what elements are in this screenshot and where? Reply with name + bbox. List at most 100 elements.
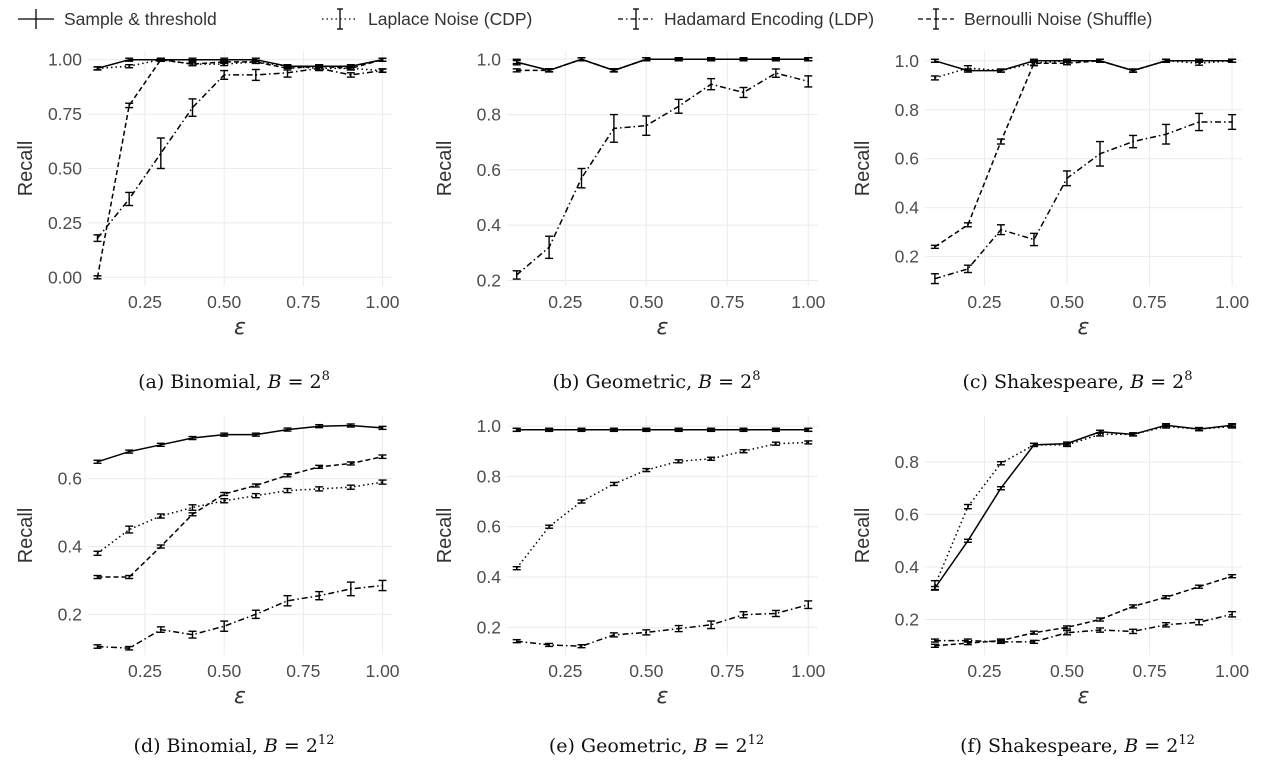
data-point <box>515 567 518 570</box>
y-tick-label: 0.6 <box>477 517 501 537</box>
error-bar <box>125 191 134 207</box>
data-point <box>96 67 99 70</box>
error-bar <box>1096 432 1105 437</box>
y-tick-label: 0.4 <box>895 198 920 218</box>
error-bar <box>512 68 521 73</box>
error-bar <box>346 72 355 78</box>
data-point <box>515 274 518 276</box>
error-bar <box>1062 61 1071 66</box>
legend-item: Hadamard Encoding (LDP) <box>618 8 874 30</box>
error-bar <box>378 57 387 62</box>
data-point <box>515 61 518 63</box>
error-bar <box>577 167 586 189</box>
data-point <box>350 588 352 590</box>
error-bar <box>577 427 586 433</box>
data-point <box>548 525 550 528</box>
series <box>930 424 1237 591</box>
x-tick-label: 0.50 <box>629 292 663 312</box>
series <box>512 57 813 73</box>
error-bar <box>642 629 651 636</box>
data-point <box>807 80 810 83</box>
error-bar <box>1228 424 1237 429</box>
y-tick-label: 0.25 <box>48 213 82 233</box>
error-bar <box>1096 140 1105 167</box>
y-tick-label: 0.2 <box>895 610 919 630</box>
error-bar <box>93 66 102 71</box>
y-tick-label: 0.2 <box>477 270 501 290</box>
series <box>512 68 813 280</box>
error-bar <box>1228 58 1237 63</box>
data-point <box>1066 444 1068 446</box>
data-point <box>1099 618 1101 621</box>
data-point <box>1033 62 1035 65</box>
series-line <box>96 67 383 239</box>
data-point <box>1033 641 1035 643</box>
data-point <box>160 515 162 517</box>
legend-item: Laplace Noise (CDP) <box>322 8 532 30</box>
data-point <box>934 584 936 587</box>
data-point <box>223 74 225 76</box>
error-bar <box>963 264 972 274</box>
series <box>93 65 387 243</box>
legend-item: Sample & threshold <box>18 9 217 29</box>
y-tick-label: 1.00 <box>48 50 82 70</box>
y-tick-label: 0.6 <box>895 504 919 524</box>
error-bar <box>93 644 102 649</box>
error-bar <box>251 68 260 82</box>
y-tick-label: 0.4 <box>477 567 502 587</box>
error-bar <box>251 59 260 65</box>
data-point <box>645 631 648 634</box>
data-point <box>1231 575 1233 578</box>
data-point <box>128 104 130 107</box>
data-point <box>381 455 384 458</box>
data-point <box>1099 433 1101 436</box>
error-bar <box>346 66 355 71</box>
data-point <box>967 67 969 69</box>
error-bar <box>577 499 586 504</box>
data-point <box>1231 59 1233 62</box>
error-bar <box>125 449 134 454</box>
data-point <box>645 469 648 471</box>
error-bar <box>251 432 260 437</box>
data-point <box>128 450 130 453</box>
x-tick-label: 0.25 <box>128 292 162 312</box>
error-bar <box>188 504 197 511</box>
series-line <box>516 603 809 647</box>
data-point <box>775 612 777 615</box>
data-point <box>128 528 130 531</box>
y-tick-label: 0.2 <box>477 617 501 637</box>
data-point <box>223 61 225 63</box>
error-bar <box>1195 618 1204 626</box>
data-point <box>775 72 777 74</box>
data-point <box>934 59 936 62</box>
data-point <box>350 486 352 488</box>
data-point <box>967 505 969 508</box>
legend-label: Sample & threshold <box>64 9 217 29</box>
error-bar <box>1029 232 1038 247</box>
data-point <box>548 246 550 249</box>
error-bar <box>930 244 939 250</box>
data-point <box>255 613 257 616</box>
error-bar <box>251 483 260 488</box>
x-axis-label: ε <box>234 684 246 709</box>
error-bar <box>609 68 618 73</box>
data-point <box>318 65 320 68</box>
error-bar <box>707 620 716 630</box>
data-point <box>710 58 712 61</box>
data-point <box>613 634 615 636</box>
data-point <box>710 457 712 460</box>
error-bar <box>674 427 683 433</box>
data-point <box>934 645 936 647</box>
error-bar <box>804 75 813 88</box>
y-axis-label: Recall <box>434 141 456 197</box>
error-bar <box>930 273 939 285</box>
data-point <box>128 198 130 200</box>
data-point <box>1000 639 1002 642</box>
x-axis-label: ε <box>657 684 669 709</box>
panel-caption: (c) Shakespeare, B = 28 <box>962 369 1192 393</box>
data-point <box>742 58 745 61</box>
data-point <box>710 83 712 85</box>
x-axis-label: ε <box>1078 315 1090 340</box>
error-bar <box>963 640 972 646</box>
y-tick-label: 0.8 <box>477 466 501 486</box>
